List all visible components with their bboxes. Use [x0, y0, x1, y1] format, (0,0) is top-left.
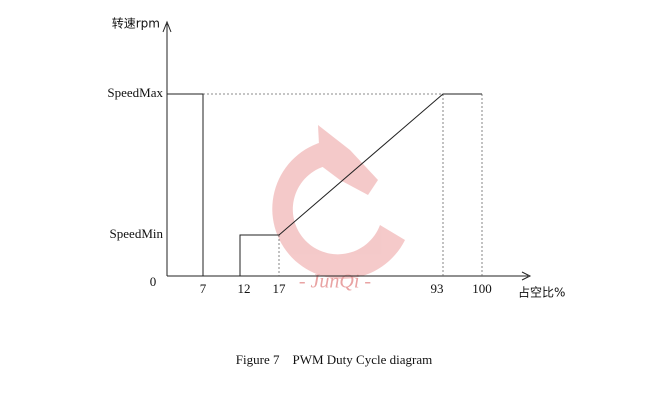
x-tick-label: 12: [238, 281, 251, 296]
x-tick-label: 0: [150, 274, 157, 289]
caption: Figure 7 PWM Duty Cycle diagram: [236, 352, 432, 367]
x-tick-label: 17: [273, 281, 287, 296]
watermark-logo: [272, 125, 405, 279]
x-tick-label: 7: [200, 281, 207, 296]
y-label: SpeedMin: [110, 226, 164, 241]
x-tick-label: 93: [431, 281, 444, 296]
y-axis-label: 转速rpm: [112, 16, 160, 31]
ramp-segment: [239, 93, 482, 276]
y-label: SpeedMax: [107, 85, 163, 100]
x-axis-label: 占空比%: [518, 285, 565, 300]
y-arrow: [162, 20, 172, 33]
watermark-text: - JunQi -: [299, 271, 371, 293]
x-tick-label: 100: [472, 281, 492, 296]
x-arrow: [521, 271, 532, 281]
max-segment: [167, 93, 204, 276]
